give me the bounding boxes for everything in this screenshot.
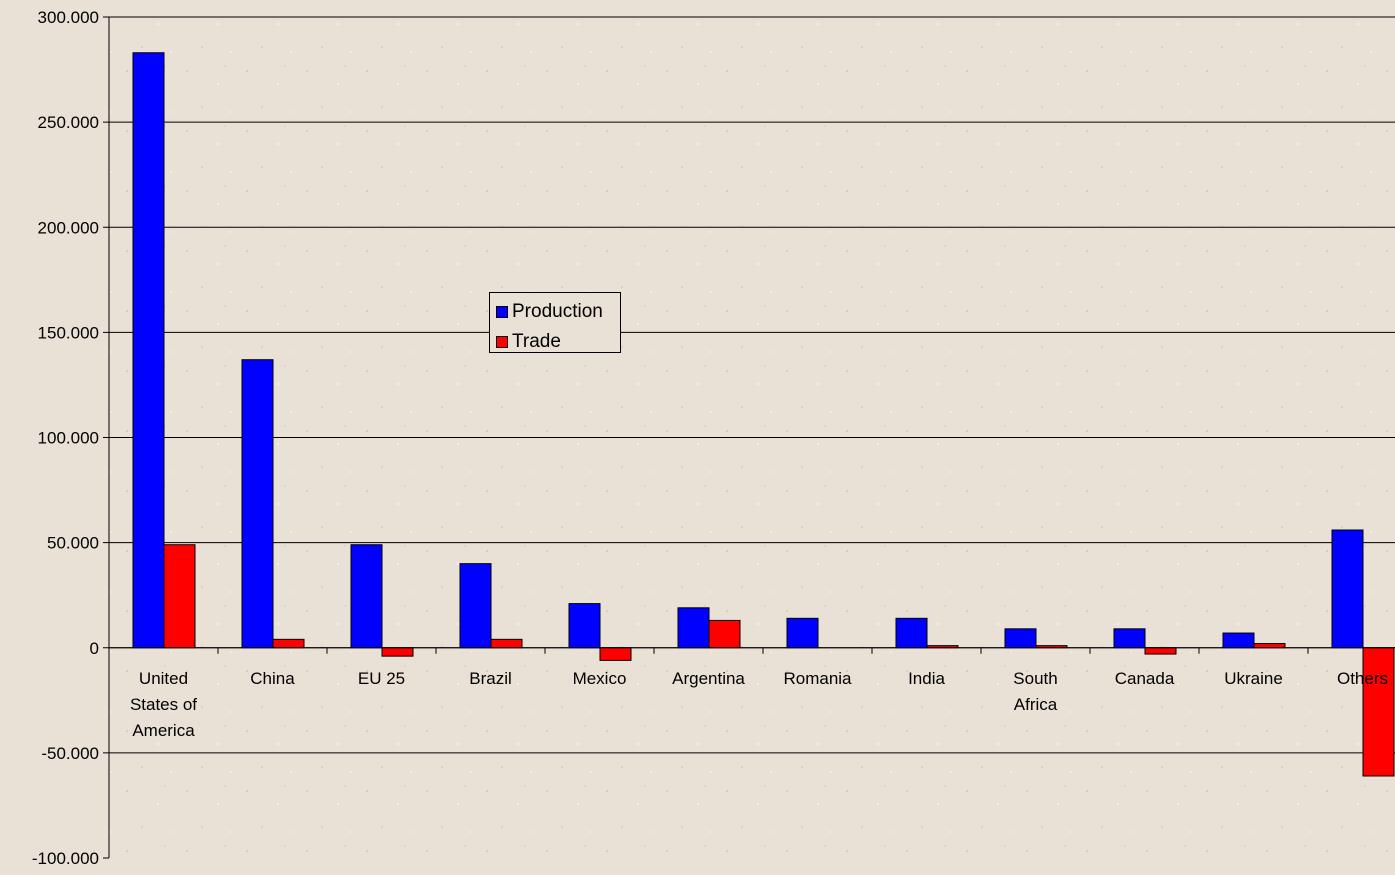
legend-item-production: Production	[496, 297, 620, 327]
x-tick-label: South Africa	[1013, 669, 1057, 714]
x-tick-label: Canada	[1115, 669, 1175, 688]
bar-production	[1004, 628, 1037, 649]
bar-trade	[1362, 647, 1395, 777]
y-tick-label: -100.000	[32, 849, 99, 868]
y-tick-label: 150.000	[38, 323, 99, 342]
bar-trade	[1253, 643, 1286, 649]
x-tick-label: EU 25	[358, 669, 405, 688]
x-tick-label: China	[250, 669, 295, 688]
bar-production	[132, 52, 165, 649]
x-tick-label: United States of America	[130, 669, 197, 740]
bar-trade	[163, 544, 196, 649]
y-tick-label: -50.000	[41, 744, 99, 763]
bar-production	[1331, 529, 1364, 649]
bar-production	[895, 617, 928, 649]
y-tick-label: 250.000	[38, 113, 99, 132]
x-tick-label: India	[908, 669, 945, 688]
y-tick-label: 50.000	[47, 534, 99, 553]
bar-production	[677, 607, 710, 649]
y-tick-label: 100.000	[38, 429, 99, 448]
bar-production	[568, 603, 601, 649]
x-tick-label: Mexico	[573, 669, 627, 688]
x-tick-label: Romania	[783, 669, 852, 688]
x-tick-label: Others	[1337, 669, 1388, 688]
y-tick-label: 300.000	[38, 8, 99, 27]
bar-production	[241, 359, 274, 649]
bar-trade	[490, 638, 523, 649]
legend: Production Trade	[489, 292, 621, 353]
bar-trade	[599, 647, 632, 661]
legend-label-production: Production	[512, 301, 603, 322]
bar-production	[786, 617, 819, 649]
bar-production	[459, 563, 492, 649]
bar-trade	[1144, 647, 1177, 655]
bar-trade	[381, 647, 414, 657]
x-tick-label: Ukraine	[1224, 669, 1283, 688]
y-tick-label: 0	[90, 639, 99, 658]
legend-swatch-trade	[496, 336, 508, 348]
y-tick-label: 200.000	[38, 218, 99, 237]
bar-trade	[272, 638, 305, 649]
bar-production	[1113, 628, 1146, 649]
x-tick-label: Brazil	[469, 669, 512, 688]
legend-label-trade: Trade	[512, 331, 561, 352]
axes	[103, 16, 1395, 859]
bars	[132, 52, 1395, 777]
bar-production	[350, 544, 383, 649]
legend-item-trade: Trade	[496, 327, 620, 357]
tick-labels: -100.000 -50.000 0 50.000 100.000 150.000 200.…	[32, 8, 1388, 868]
legend-swatch-production	[496, 306, 508, 318]
bar-production	[1222, 632, 1255, 649]
bar-trade	[708, 619, 741, 649]
x-tick-label: Argentina	[672, 669, 745, 688]
